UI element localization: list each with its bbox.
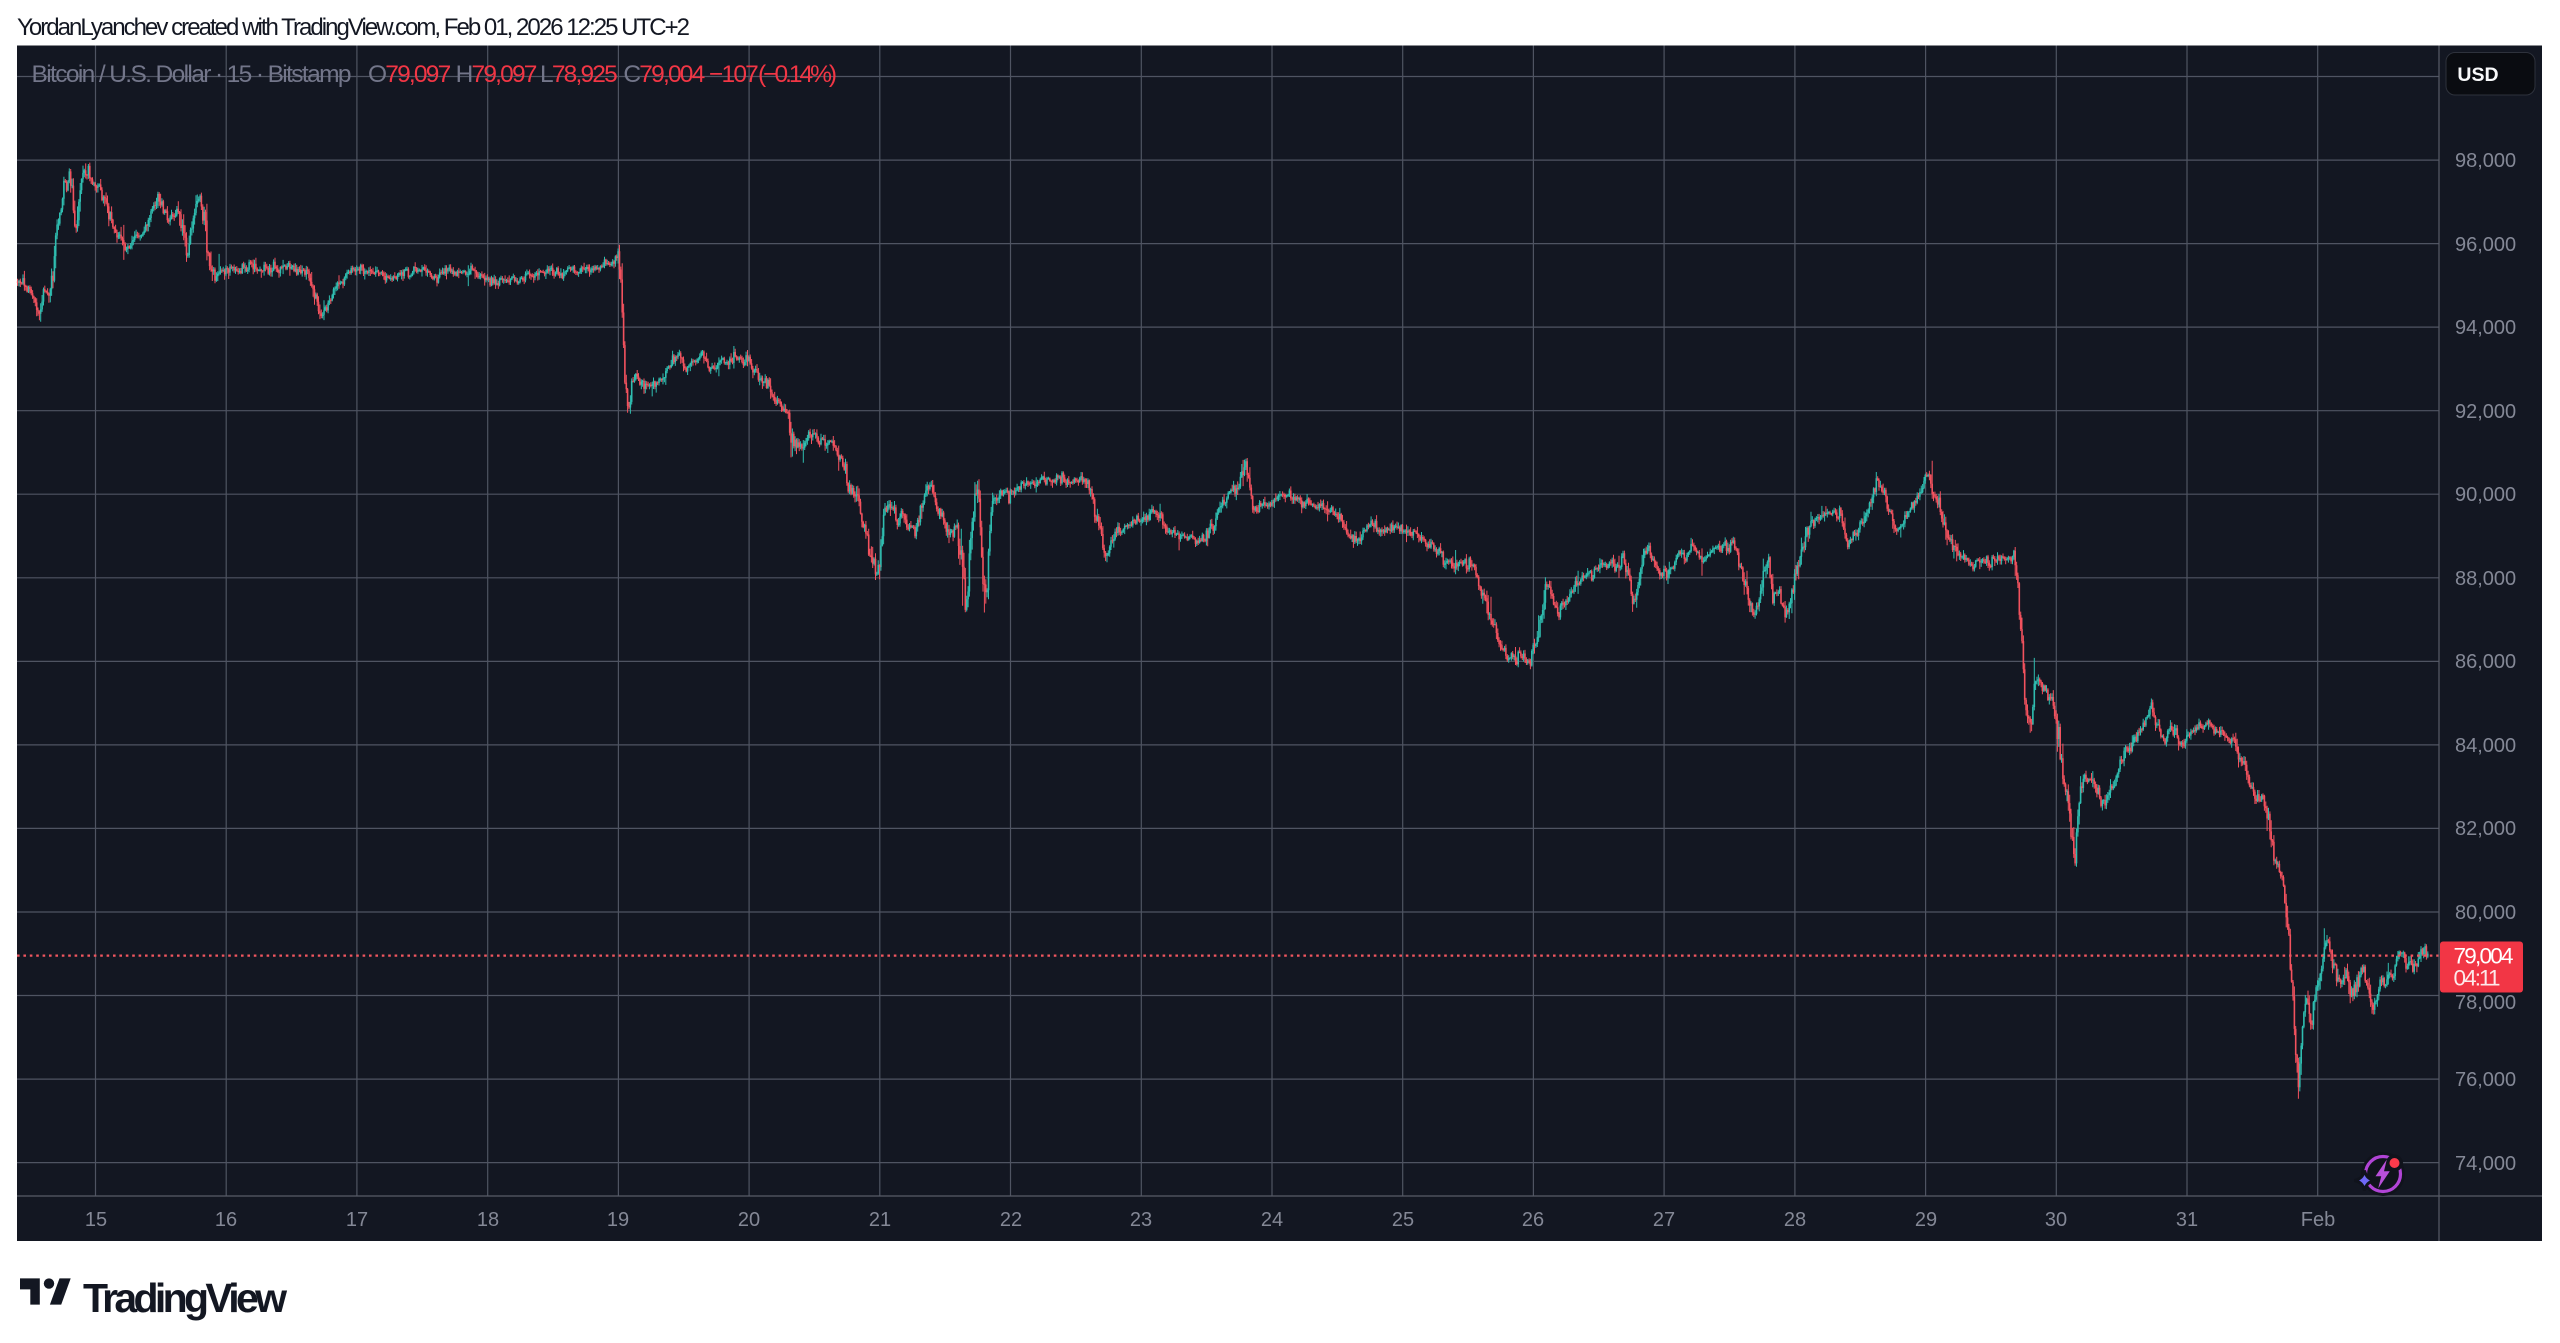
svg-text:31: 31 <box>2176 1209 2198 1231</box>
svg-text:04:11: 04:11 <box>2454 966 2501 991</box>
svg-text:27: 27 <box>1653 1209 1675 1231</box>
svg-text:22: 22 <box>1000 1209 1022 1231</box>
svg-text:Feb: Feb <box>2301 1209 2335 1231</box>
svg-text:28: 28 <box>1784 1209 1806 1231</box>
svg-text:H79,097: H79,097 <box>456 61 537 88</box>
svg-text:(−0.14%): (−0.14%) <box>758 61 836 88</box>
svg-text:84,000: 84,000 <box>2455 735 2516 757</box>
svg-text:Bitcoin / U.S. Dollar · 15 · B: Bitcoin / U.S. Dollar · 15 · Bitstamp <box>32 61 352 88</box>
svg-text:86,000: 86,000 <box>2455 651 2516 673</box>
svg-text:78,000: 78,000 <box>2455 992 2516 1014</box>
svg-text:88,000: 88,000 <box>2455 568 2516 590</box>
svg-text:82,000: 82,000 <box>2455 818 2516 840</box>
svg-text:24: 24 <box>1261 1209 1283 1231</box>
svg-text:30: 30 <box>2045 1209 2067 1231</box>
svg-text:25: 25 <box>1392 1209 1414 1231</box>
svg-text:TradingView: TradingView <box>83 1275 287 1321</box>
svg-text:94,000: 94,000 <box>2455 317 2516 339</box>
svg-text:19: 19 <box>607 1209 629 1231</box>
svg-text:92,000: 92,000 <box>2455 401 2516 423</box>
svg-text:76,000: 76,000 <box>2455 1069 2516 1091</box>
svg-text:USD: USD <box>2457 64 2498 86</box>
svg-text:79,004: 79,004 <box>2454 944 2514 969</box>
svg-text:80,000: 80,000 <box>2455 902 2516 924</box>
svg-text:YordanLyanchev created with Tr: YordanLyanchev created with TradingView.… <box>17 14 690 41</box>
svg-text:O79,097: O79,097 <box>368 61 451 88</box>
svg-text:C79,004: C79,004 <box>623 61 704 88</box>
svg-text:18: 18 <box>477 1209 499 1231</box>
svg-text:20: 20 <box>738 1209 760 1231</box>
svg-text:L78,925: L78,925 <box>540 61 617 88</box>
svg-text:16: 16 <box>215 1209 237 1231</box>
svg-text:15: 15 <box>85 1209 107 1231</box>
svg-text:23: 23 <box>1130 1209 1152 1231</box>
svg-text:−107: −107 <box>709 61 758 88</box>
svg-text:29: 29 <box>1915 1209 1937 1231</box>
svg-text:90,000: 90,000 <box>2455 484 2516 506</box>
svg-text:21: 21 <box>869 1209 891 1231</box>
svg-text:26: 26 <box>1522 1209 1544 1231</box>
svg-text:96,000: 96,000 <box>2455 234 2516 256</box>
svg-text:17: 17 <box>346 1209 368 1231</box>
svg-text:98,000: 98,000 <box>2455 150 2516 172</box>
svg-text:74,000: 74,000 <box>2455 1153 2516 1175</box>
